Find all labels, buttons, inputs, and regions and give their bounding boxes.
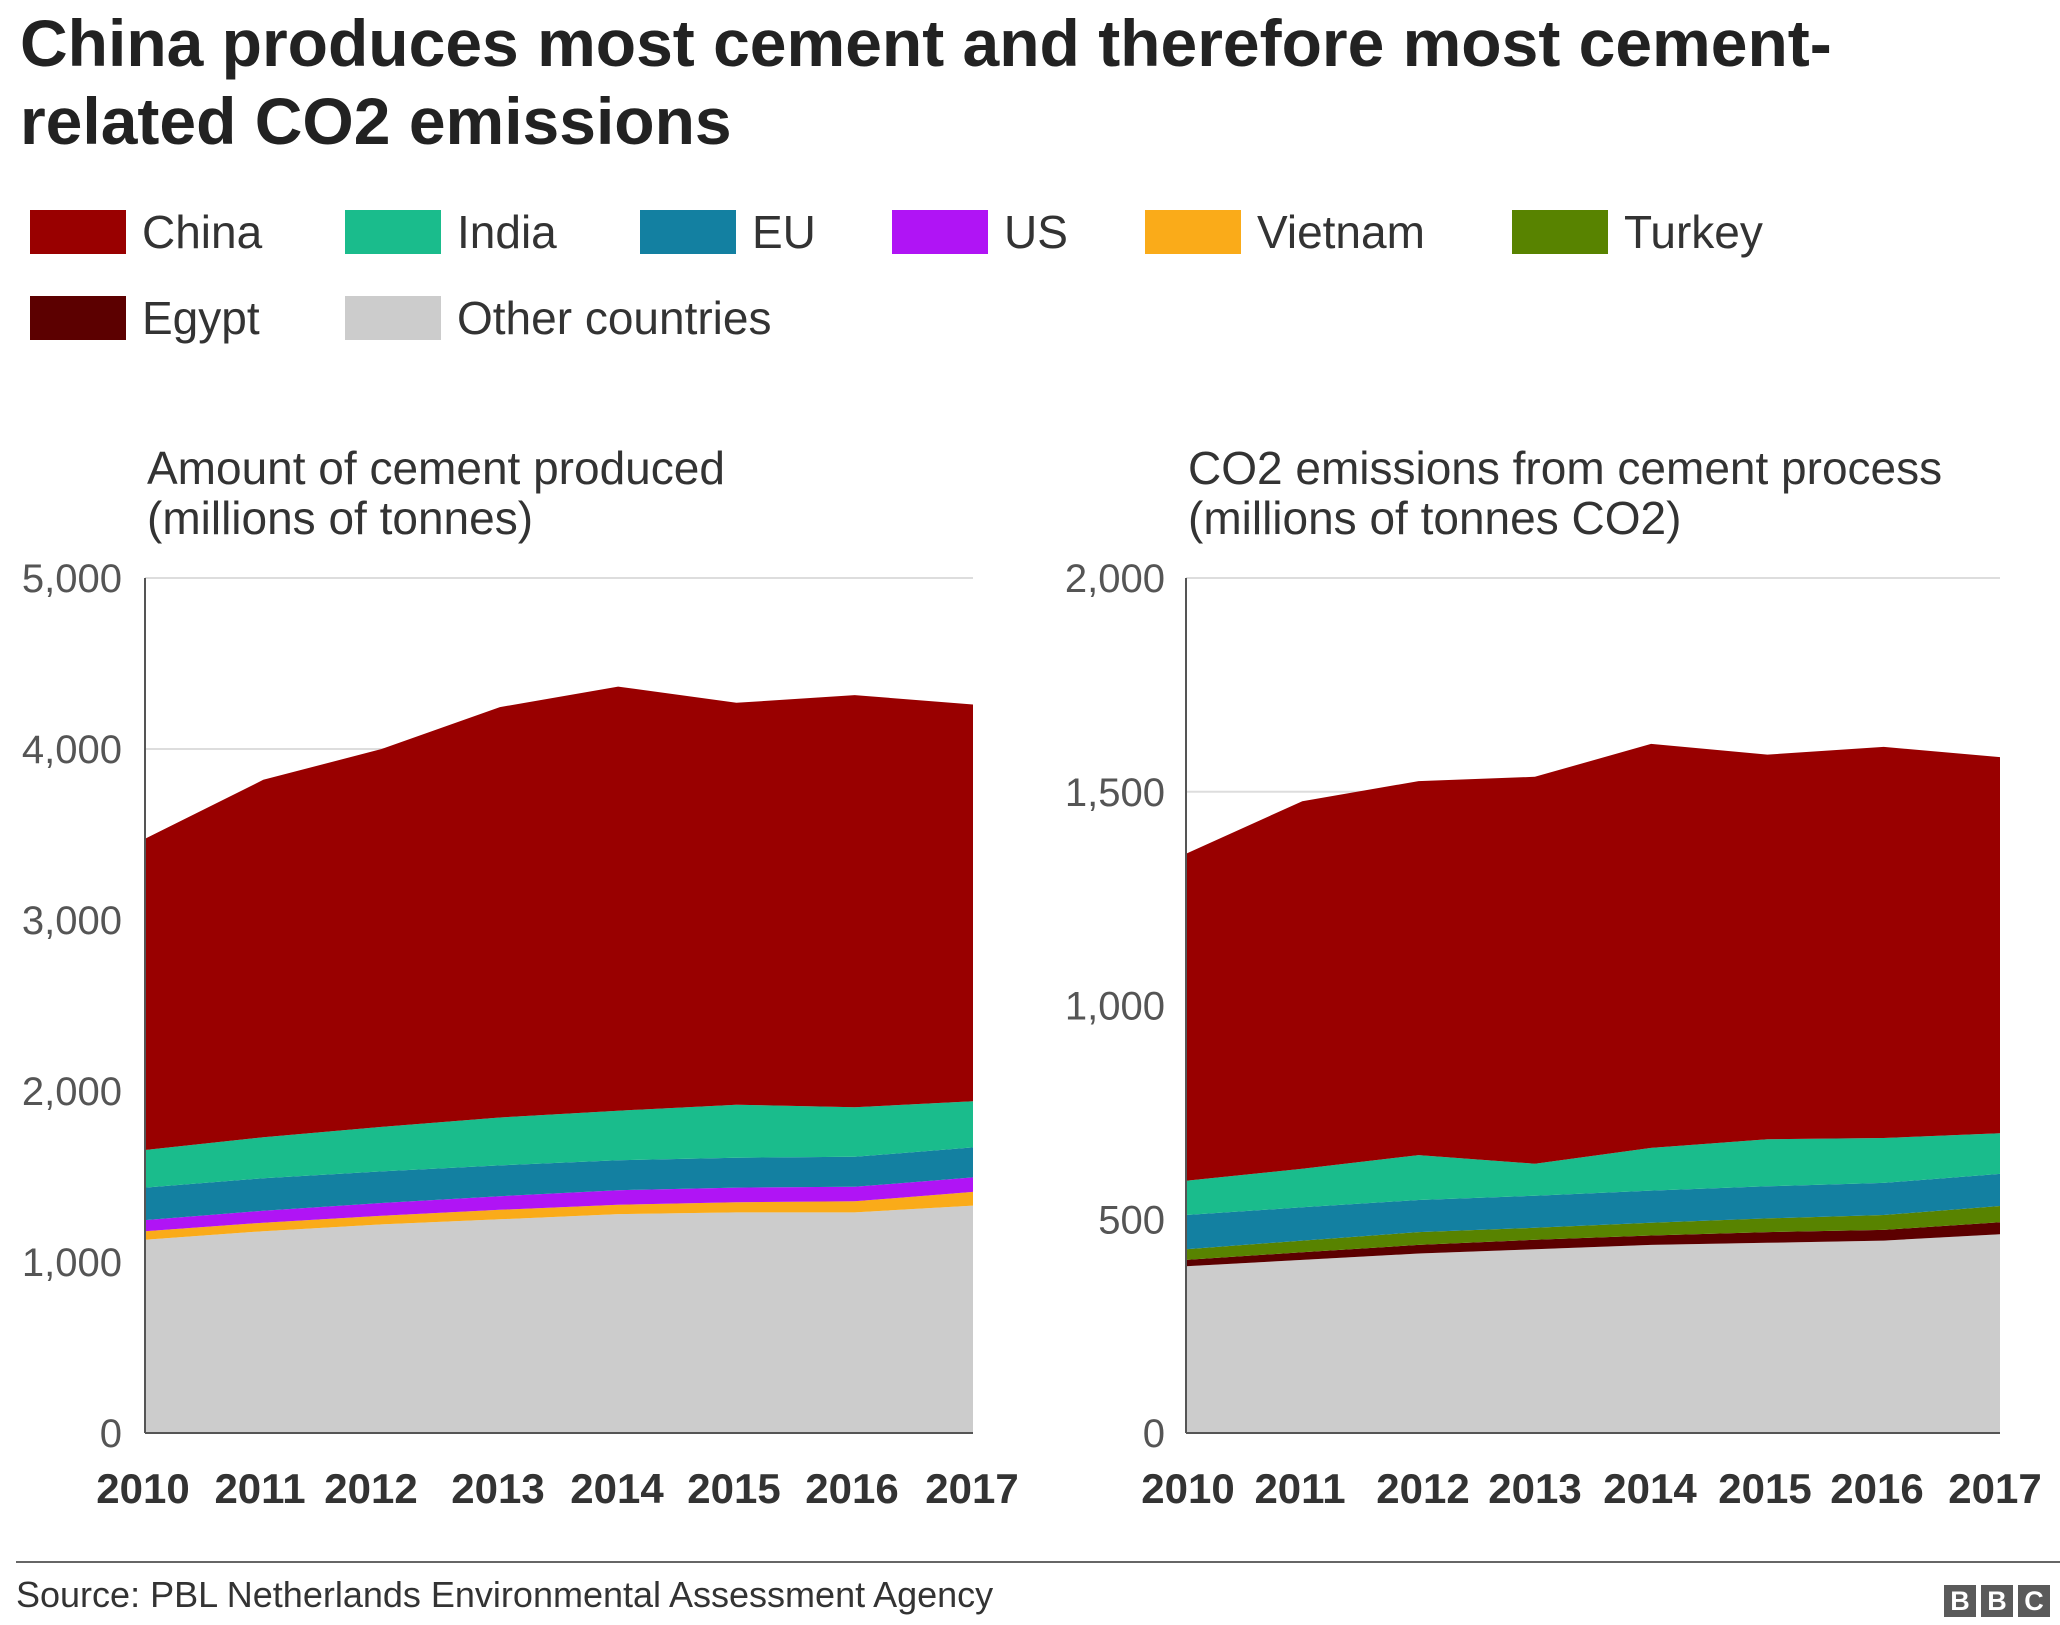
legend-swatch-china [30, 210, 126, 254]
legend-label-india: India [457, 206, 557, 258]
legend-label-us: US [1004, 206, 1068, 258]
chart-subtitle-line: CO2 emissions from cement process [1188, 442, 1942, 494]
area-series-eu [145, 1147, 973, 1221]
area-series-india [1186, 1133, 2000, 1215]
x-tick-label: 2011 [1254, 1465, 1345, 1512]
legend-label-egypt: Egypt [142, 292, 260, 344]
chart-title: China produces most cement and therefore… [20, 6, 1832, 158]
y-tick-label: 1,500 [1065, 771, 1165, 815]
chart-subtitle-line: (millions of tonnes CO2) [1188, 492, 1681, 544]
x-tick-label: 2010 [1141, 1465, 1234, 1512]
bbc-logo-letter: C [2018, 1585, 2050, 1617]
y-tick-label: 4,000 [22, 728, 122, 772]
x-tick-label: 2013 [451, 1465, 544, 1512]
x-tick-label: 2011 [214, 1465, 305, 1512]
area-series-india [145, 1101, 973, 1188]
x-tick-label: 2014 [1603, 1465, 1697, 1512]
footer-divider [16, 1561, 2060, 1563]
cement-production-chart: Amount of cement produced(millions of to… [22, 442, 1019, 1512]
y-tick-label: 2,000 [1065, 557, 1165, 601]
x-tick-label: 2015 [1718, 1465, 1811, 1512]
legend-label-turkey: Turkey [1624, 206, 1763, 258]
area-series-other-countries [145, 1205, 973, 1433]
legend-label-other-countries: Other countries [457, 292, 771, 344]
x-tick-label: 2015 [687, 1465, 780, 1512]
y-tick-label: 3,000 [22, 899, 122, 943]
y-tick-label: 1,000 [1065, 985, 1165, 1029]
chart-subtitle-line: Amount of cement produced [147, 442, 725, 494]
chart-canvas: China India EU US Vietnam Turkey Egypt Other co… [22, 206, 2042, 1512]
x-tick-label: 2016 [1830, 1465, 1923, 1512]
legend: China India EU US Vietnam Turkey Egypt Other co… [30, 206, 1763, 344]
bbc-logo-letter: B [1981, 1585, 2013, 1617]
legend-swatch-vietnam [1145, 210, 1241, 254]
x-tick-label: 2012 [324, 1465, 417, 1512]
y-tick-label: 500 [1098, 1198, 1165, 1242]
legend-swatch-turkey [1512, 210, 1608, 254]
x-tick-label: 2014 [570, 1465, 664, 1512]
legend-swatch-india [345, 210, 441, 254]
y-tick-label: 5,000 [22, 557, 122, 601]
bbc-logo: B B C [1944, 1585, 2050, 1617]
source-note: Source: PBL Netherlands Environmental As… [16, 1574, 994, 1615]
area-series-china [1186, 743, 2000, 1181]
chart-subtitle-line: (millions of tonnes) [147, 492, 533, 544]
legend-label-eu: EU [752, 206, 816, 258]
legend-label-vietnam: Vietnam [1257, 206, 1425, 258]
y-tick-label: 1,000 [22, 1241, 122, 1285]
x-tick-label: 2010 [96, 1465, 189, 1512]
y-tick-label: 0 [100, 1412, 122, 1456]
area-series-us [145, 1177, 973, 1232]
legend-swatch-us [892, 210, 988, 254]
x-tick-label: 2013 [1488, 1465, 1581, 1512]
x-tick-label: 2017 [925, 1465, 1018, 1512]
y-tick-label: 0 [1143, 1412, 1165, 1456]
x-tick-label: 2012 [1376, 1465, 1469, 1512]
legend-swatch-other-countries [345, 296, 441, 340]
legend-swatch-eu [640, 210, 736, 254]
x-tick-label: 2017 [1948, 1465, 2041, 1512]
legend-label-china: China [142, 206, 263, 258]
x-tick-label: 2016 [805, 1465, 898, 1512]
area-series-other-countries [1186, 1234, 2000, 1433]
area-series-vietnam [145, 1191, 973, 1240]
area-series-eu [1186, 1173, 2000, 1250]
legend-swatch-egypt [30, 296, 126, 340]
y-tick-label: 2,000 [22, 1070, 122, 1114]
area-series-china [145, 686, 973, 1150]
area-series-egypt [1186, 1222, 2000, 1267]
bbc-logo-letter: B [1944, 1585, 1976, 1617]
co2-emissions-chart: CO2 emissions from cement process(millio… [1065, 442, 2042, 1512]
area-series-turkey [1186, 1206, 2000, 1260]
